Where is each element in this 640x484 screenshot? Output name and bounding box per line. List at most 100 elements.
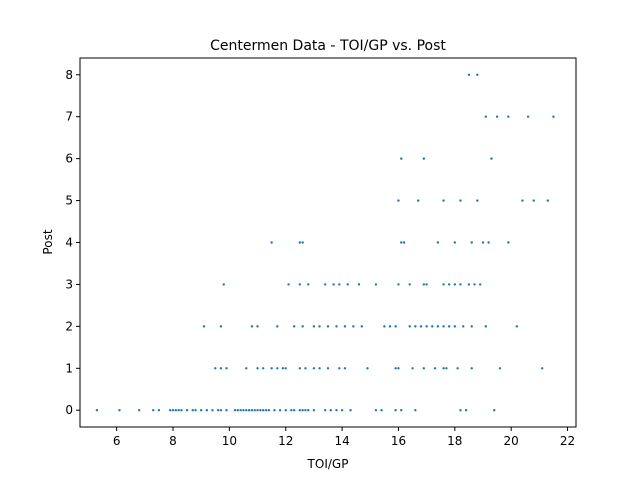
scatter-point <box>281 367 285 370</box>
scatter-point <box>278 409 282 412</box>
scatter-point <box>219 409 223 412</box>
scatter-point <box>442 367 445 370</box>
scatter-point <box>453 241 457 244</box>
scatter-point <box>273 409 276 412</box>
scatter-point <box>397 367 400 370</box>
scatter-point <box>338 367 341 370</box>
scatter-point <box>253 409 256 412</box>
scatter-point <box>552 115 555 118</box>
scatter-point <box>290 409 293 412</box>
scatter-point <box>245 367 248 370</box>
scatter-point <box>301 325 304 328</box>
scatter-point <box>357 283 361 286</box>
scatter-point <box>526 115 530 118</box>
scatter-point <box>453 325 457 328</box>
scatter-point <box>205 409 209 412</box>
scatter-point <box>332 283 335 286</box>
scatter-point <box>233 409 237 412</box>
y-axis-ticks: 0 1 2 3 4 5 6 7 8 <box>65 68 80 417</box>
scatter-point <box>408 325 411 328</box>
scatter-point <box>264 409 268 412</box>
scatter-point <box>484 115 488 118</box>
scatter-point <box>171 409 175 412</box>
scatter-point <box>515 325 519 328</box>
x-axis-ticks: 6 8 10 12 14 16 18 20 22 <box>113 427 575 448</box>
scatter-point <box>326 325 330 328</box>
chart-title: Centermen Data - TOI/GP vs. Post <box>210 38 446 54</box>
x-tick-label: 20 <box>504 434 519 448</box>
scatter-point <box>349 409 352 412</box>
scatter-point <box>298 241 302 244</box>
scatter-point <box>298 367 302 370</box>
scatter-point <box>360 325 364 328</box>
scatter-point <box>414 325 417 328</box>
scatter-point <box>352 325 355 328</box>
scatter-point <box>323 283 327 286</box>
scatter-point <box>343 367 347 370</box>
scatter-point <box>118 409 121 412</box>
scatter-point <box>346 283 349 286</box>
scatter-point <box>425 283 428 286</box>
scatter-point <box>366 367 369 370</box>
scatter-point <box>168 409 172 412</box>
scatter-point <box>490 157 493 160</box>
scatter-point <box>292 409 296 412</box>
scatter-point <box>318 325 321 328</box>
scatter-point <box>326 367 330 370</box>
scatter-point <box>214 367 217 370</box>
scatter-point <box>219 367 223 370</box>
x-tick-label: 14 <box>334 434 349 448</box>
scatter-point <box>459 409 462 412</box>
x-tick-label: 16 <box>391 434 406 448</box>
scatter-point <box>380 409 383 412</box>
scatter-point <box>304 409 307 412</box>
scatter-point <box>433 367 437 370</box>
y-tick-label: 5 <box>65 194 73 208</box>
scatter-point <box>292 325 296 328</box>
scatter-point <box>462 325 465 328</box>
scatter-point <box>298 283 302 286</box>
scatter-point <box>397 199 400 202</box>
scatter-point <box>256 325 259 328</box>
scatter-point <box>95 409 99 412</box>
scatter-point <box>191 409 194 412</box>
scatter-point <box>416 199 420 202</box>
scatter-point <box>402 241 406 244</box>
scatter-point <box>532 199 535 202</box>
scatter-point <box>284 367 287 370</box>
scatter-point <box>174 409 178 412</box>
scatter-point <box>250 325 254 328</box>
scatter-point <box>287 283 290 286</box>
x-tick-label: 18 <box>447 434 462 448</box>
y-tick-label: 7 <box>65 110 73 124</box>
scatter-point <box>250 409 254 412</box>
scatter-point <box>312 367 316 370</box>
scatter-point <box>498 367 502 370</box>
scatter-point <box>157 409 161 412</box>
x-tick-label: 12 <box>278 434 293 448</box>
scatter-point <box>261 367 265 370</box>
x-tick-label: 10 <box>222 434 237 448</box>
scatter-point <box>495 115 499 118</box>
scatter-point <box>152 409 155 412</box>
scatter-point <box>374 283 378 286</box>
points-layer <box>95 73 555 412</box>
scatter-point <box>312 325 316 328</box>
scatter-point <box>185 409 189 412</box>
scatter-point <box>194 409 197 412</box>
scatter-point <box>473 283 476 286</box>
x-axis-label: TOI/GP <box>307 457 349 471</box>
scatter-point <box>546 199 550 202</box>
scatter-point <box>219 325 223 328</box>
y-tick-label: 3 <box>65 277 73 291</box>
scatter-point <box>400 409 403 412</box>
scatter-point <box>397 283 400 286</box>
scatter-point <box>298 409 302 412</box>
y-tick-label: 8 <box>65 68 73 82</box>
scatter-point <box>521 199 524 202</box>
scatter-point <box>456 367 459 370</box>
y-axis-label: Post <box>41 229 55 254</box>
scatter-point <box>256 409 259 412</box>
scatter-point <box>211 409 214 412</box>
